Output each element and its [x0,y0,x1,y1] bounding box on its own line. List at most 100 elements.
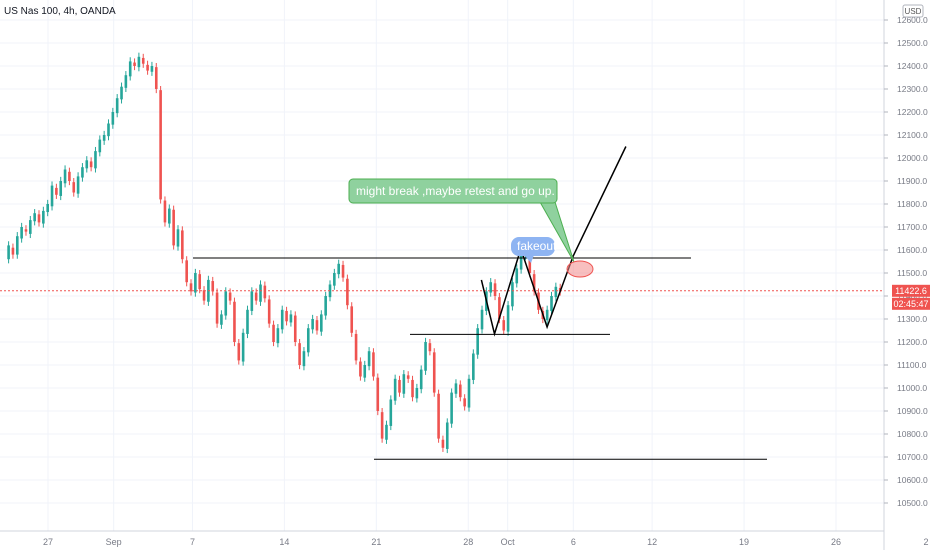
candle-body [63,169,67,184]
y-tick-label: 12200.0 [897,107,928,117]
candle-body [181,230,184,260]
x-tick-label: 28 [463,537,473,547]
candle-body [467,378,471,408]
candle-body [141,57,145,64]
candle-body [311,319,314,330]
candle-body [298,343,301,365]
candle-body [189,283,193,292]
currency-badge-box [902,4,924,18]
candle-body [289,314,293,323]
callout-fakeout[interactable]: fakeout [511,237,557,263]
candle-body [98,139,102,153]
candle-body [406,375,410,379]
candle-body [241,332,245,362]
last-price-badge-box [892,284,930,297]
callout-main[interactable]: might break ,maybe retest and go up. [348,178,575,263]
x-tick-label: 12 [647,537,657,547]
candle-body [276,328,280,344]
candle-body [372,352,375,377]
candle-body [59,181,63,196]
candle-body [528,251,532,273]
candle-body [102,135,106,141]
candle-body [367,351,371,367]
x-tick-label: Sep [106,537,122,547]
candle-body [154,67,158,89]
last-price-badge-text: 11422.6 [895,286,927,296]
candle-body [354,333,358,361]
candle-body [346,278,349,306]
callout-main-text: might break ,maybe retest and go up. [356,184,555,198]
candle-body [115,98,119,114]
candle-body [493,283,497,296]
candle-body [502,320,506,331]
candle-body [111,112,115,125]
candle-body [545,309,549,321]
candle-body [55,187,58,195]
candle-body [81,167,84,178]
candle-body [76,176,80,194]
candle-body [159,90,162,200]
candle-body [328,284,332,298]
candle-body [385,424,388,440]
candle-body [89,161,93,168]
candle-body [128,61,132,77]
candle-body [306,328,310,353]
candle-body [107,123,110,137]
candle-body [389,399,393,426]
x-tick-label: 7 [190,537,195,547]
candle-body [68,171,71,181]
currency-badge[interactable]: USD [902,4,924,18]
candle-body [50,185,54,207]
candle-body [432,352,436,393]
candle-body [20,227,23,239]
candle-body [315,320,319,331]
x-tick-label: 19 [739,537,749,547]
y-tick-label: 12400.0 [897,61,928,71]
candle-body [120,86,123,100]
currency-badge-text: USD [905,7,922,16]
y-tick-label: 12000.0 [897,153,928,163]
candle-body [263,285,267,299]
countdown-badge-text: 02:45:47 [893,299,928,309]
breakout-highlight-ellipse[interactable] [566,260,594,278]
candle-body [29,220,32,234]
candle-body [15,236,19,255]
candle-body [293,315,297,342]
candle-body [280,309,284,330]
candle-body [341,264,345,278]
y-tick-label: 12500.0 [897,38,928,48]
x-tick-label: 27 [43,537,53,547]
candle-body [419,369,423,390]
y-tick-label: 11100.0 [897,360,927,370]
y-tick-label: 12100.0 [897,130,928,140]
y-tick-label: 11600.0 [897,245,927,255]
x-tick-label: Oct [501,537,516,547]
candle-body [506,305,510,332]
candle-body [11,247,15,255]
candle-body [185,260,188,283]
candle-body [376,377,380,411]
candle-body [167,208,171,224]
candle-body [176,229,180,247]
candle-body [515,268,519,284]
x-tick-label: 26 [831,537,841,547]
drawings [193,146,767,460]
candle-body [254,292,258,301]
y-tick-label: 10700.0 [897,452,928,462]
candle-body [150,66,154,72]
candle-body [402,374,406,394]
x-tick-label: 2 [923,537,928,547]
candle-body [124,75,128,88]
candle-body [172,209,175,246]
candles [7,52,562,454]
candle-body [437,393,440,439]
candle-body [363,365,367,378]
candle-body [476,328,479,355]
candle-body [285,310,288,322]
candle-body [215,292,219,324]
y-tick-label: 11500.0 [897,268,927,278]
countdown-badge-box [892,297,930,310]
candle-body [480,309,484,330]
candle-body [259,284,262,302]
